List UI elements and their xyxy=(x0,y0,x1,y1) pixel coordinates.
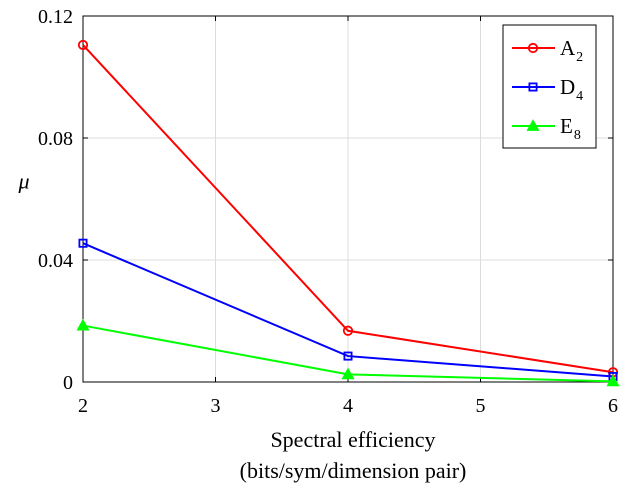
axis-ticks: 2 3 4 5 6 0 0.04 0.08 0.12 xyxy=(38,6,618,417)
data-point-a2 xyxy=(77,39,89,51)
legend-label: A2 xyxy=(560,36,583,65)
series-line-a2 xyxy=(82,44,614,374)
y-axis-label: μ xyxy=(17,168,29,193)
grid xyxy=(83,16,613,382)
data-point-d4 xyxy=(78,238,88,248)
data-point-e8 xyxy=(341,367,355,380)
legend-label: D4 xyxy=(560,75,583,104)
legend-swatch-marker xyxy=(526,119,540,131)
legend-label: E8 xyxy=(560,114,581,143)
legend-entry-a2: A2 xyxy=(512,36,583,65)
x-tick-label: 4 xyxy=(343,395,353,417)
series-line-d4 xyxy=(82,242,614,378)
legend-entry-e8: E8 xyxy=(512,114,581,143)
legend-swatch-marker xyxy=(527,42,539,54)
x-tick-label: 6 xyxy=(608,395,618,417)
data-point-a2 xyxy=(342,325,354,336)
legend: A2 D4 E8 xyxy=(502,24,597,149)
data-point-e8 xyxy=(606,374,620,387)
legend-entry-d4: D4 xyxy=(512,75,583,104)
data-point-e8 xyxy=(76,318,90,331)
series-layer xyxy=(76,39,620,387)
y-tick-label: 0.08 xyxy=(38,128,73,150)
data-point-d4 xyxy=(343,351,353,361)
y-tick-label: 0 xyxy=(63,372,73,394)
series-e8 xyxy=(76,318,620,387)
x-axis-label-line-1: Spectral efficiency xyxy=(270,427,435,452)
x-tick-label: 2 xyxy=(78,395,88,417)
series-a2 xyxy=(77,39,619,378)
legend-swatch-marker xyxy=(528,82,538,92)
x-tick-label: 5 xyxy=(476,395,486,417)
y-tick-label: 0.12 xyxy=(38,6,73,28)
x-tick-label: 3 xyxy=(211,395,221,417)
y-tick-label: 0.04 xyxy=(38,250,73,272)
x-axis-label-line-2: (bits/sym/dimension pair) xyxy=(240,458,467,483)
